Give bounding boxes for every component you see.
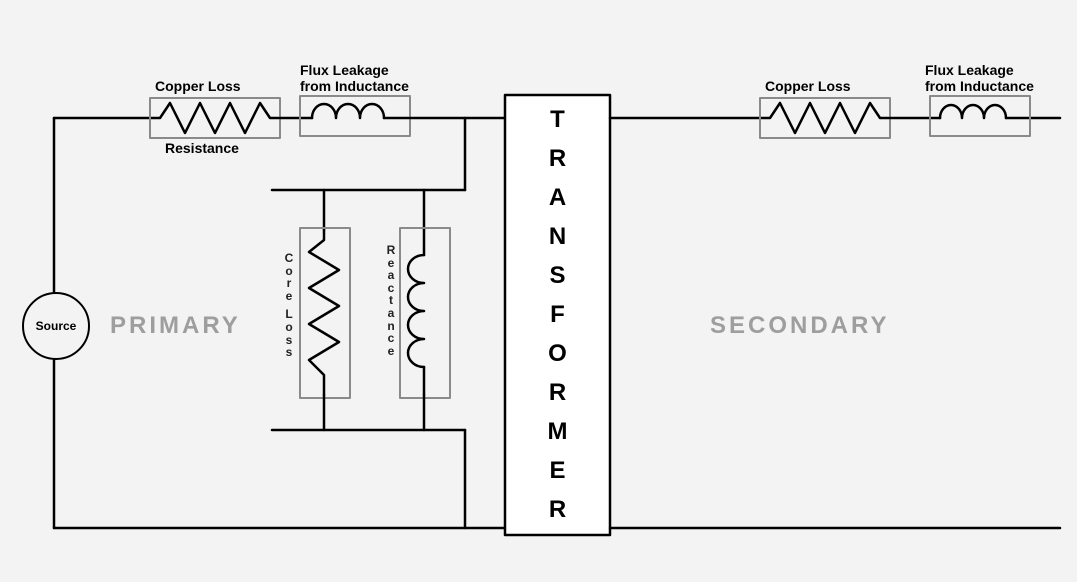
transformer-letter: O: [548, 340, 568, 368]
primary-section-label: PRIMARY: [110, 312, 241, 340]
transformer-letter: S: [548, 262, 568, 290]
vertical-letter: o: [285, 321, 292, 334]
inductor-secondary-series: [940, 105, 1006, 118]
primary-inductor-top-label1: Flux Leakage: [300, 62, 389, 78]
vertical-letter: a: [388, 269, 395, 282]
inductor-primary-series: [312, 104, 384, 118]
resistor-core-loss: [309, 230, 339, 395]
secondary-inductor-top-label2: from Inductance: [925, 78, 1034, 94]
transformer-letter: N: [548, 223, 568, 251]
secondary-section-label: SECONDARY: [710, 312, 889, 340]
resistor-secondary-series: [760, 103, 890, 133]
secondary-inductor-top-label1: Flux Leakage: [925, 62, 1014, 78]
primary-resistor-bottom-label: Resistance: [165, 140, 239, 156]
component-box: [930, 96, 1030, 136]
resistor-primary-series: [150, 103, 280, 133]
vertical-letter: s: [286, 346, 293, 359]
vertical-letter: c: [388, 332, 395, 345]
vertical-letter: r: [287, 277, 292, 290]
source-label: Source: [36, 319, 77, 333]
source-node: Source: [22, 292, 90, 360]
inductor-magnetizing: [408, 255, 424, 367]
vertical-letter: a: [388, 307, 395, 320]
primary-inductor-top-label2: from Inductance: [300, 78, 409, 94]
primary-resistor-top-label: Copper Loss: [155, 78, 241, 94]
transformer-label-box: TRANSFORMER: [505, 95, 610, 535]
vertical-letter: C: [285, 252, 294, 265]
core-loss-label: CoreLoss: [282, 252, 296, 359]
transformer-letter: R: [548, 145, 568, 173]
transformer-letter: A: [548, 184, 568, 212]
vertical-letter: e: [388, 345, 395, 358]
component-box: [300, 96, 410, 136]
transformer-letter: R: [548, 496, 568, 524]
vertical-letter: e: [286, 290, 293, 303]
transformer-letters: TRANSFORMER: [548, 95, 568, 535]
circuit-diagram: Source PRIMARY SECONDARY TRANSFORMER Cop…: [0, 0, 1077, 582]
secondary-resistor-top-label: Copper Loss: [765, 78, 851, 94]
transformer-letter: R: [548, 379, 568, 407]
transformer-letter: E: [548, 457, 568, 485]
transformer-letter: F: [548, 301, 568, 329]
vertical-letter: R: [387, 244, 396, 257]
transformer-letter: T: [548, 106, 568, 134]
reactance-label: Reactance: [384, 244, 398, 357]
transformer-letter: M: [548, 418, 568, 446]
